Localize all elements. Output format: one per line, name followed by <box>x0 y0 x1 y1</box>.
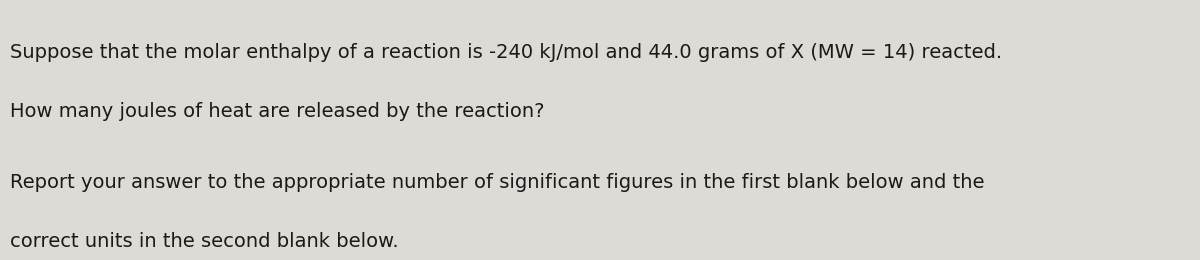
Text: Suppose that the molar enthalpy of a reaction is -240 kJ/mol and 44.0 grams of X: Suppose that the molar enthalpy of a rea… <box>10 42 1002 62</box>
Text: How many joules of heat are released by the reaction?: How many joules of heat are released by … <box>10 102 544 121</box>
Text: correct units in the second blank below.: correct units in the second blank below. <box>10 232 398 251</box>
Text: Report your answer to the appropriate number of significant figures in the first: Report your answer to the appropriate nu… <box>10 172 984 192</box>
